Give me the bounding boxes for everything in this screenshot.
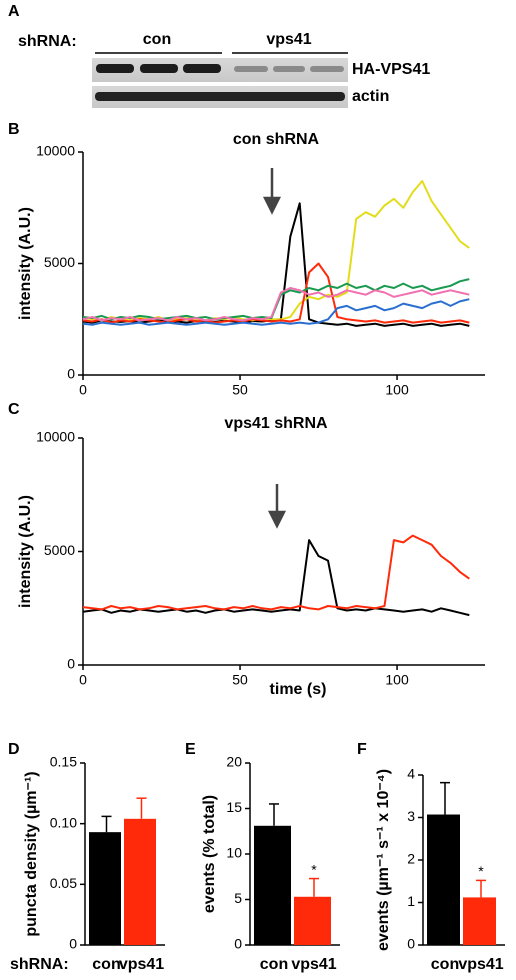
panel-label: C [8, 401, 20, 418]
y-tick-label: 4 [407, 766, 415, 782]
x-tick-label: vps41 [458, 956, 503, 973]
blot-row-label: actin [352, 88, 389, 105]
bar [463, 897, 496, 945]
y-tick-label: 0.10 [50, 814, 77, 830]
blot-row-label: HA-VPS41 [352, 61, 430, 78]
y-tick-label: 0 [69, 936, 77, 952]
y-tick-label: 5 [234, 890, 242, 906]
y-axis-label: events (µm⁻¹ s⁻¹ x 10⁻⁴) [375, 769, 392, 951]
y-axis-label: intensity (A.U.) [17, 495, 34, 608]
x-tick-label: vps41 [119, 956, 164, 973]
y-tick-label: 0.05 [50, 875, 77, 891]
panel-label: F [357, 741, 367, 758]
significance: * [478, 863, 484, 879]
bands [234, 66, 344, 72]
panel-label: D [8, 741, 20, 758]
x-tick-label: 0 [79, 382, 87, 398]
y-tick-label: 0 [234, 936, 242, 952]
trace [82, 278, 470, 321]
trace [82, 534, 470, 611]
blot-label: shRNA: [18, 33, 77, 50]
bar [254, 825, 291, 945]
trace [82, 287, 470, 322]
trace [82, 298, 470, 326]
bar [294, 896, 331, 945]
bands [96, 64, 221, 73]
bar [427, 814, 460, 945]
trace [82, 539, 470, 617]
y-tick-label: 0 [67, 366, 75, 382]
y-tick-label: 0 [67, 656, 75, 672]
y-tick-label: 15 [226, 799, 242, 815]
x-tick-label: 100 [385, 672, 409, 688]
y-tick-label: 5000 [44, 542, 75, 558]
y-tick-label: 3 [407, 808, 415, 824]
blot-group: vps41 [266, 31, 311, 48]
x-tick-label: con [92, 956, 120, 973]
y-tick-label: 1 [407, 893, 415, 909]
x-tick-label: vps41 [291, 956, 336, 973]
blot-panel: A shRNA: con vps41 HA-VPS41 actin [8, 3, 430, 108]
bar [89, 832, 121, 945]
significance: * [311, 861, 317, 877]
stimulus-arrows [262, 168, 287, 529]
x-tick-label: 50 [232, 382, 248, 398]
y-tick-label: 10 [226, 845, 242, 861]
y-tick-label: 20 [226, 754, 242, 770]
axes [82, 438, 485, 666]
panel-label: E [185, 741, 196, 758]
chart-title: vps41 shRNA [224, 415, 328, 432]
y-axis-label: events (% total) [201, 795, 218, 913]
x-tick-label: con [431, 956, 459, 973]
y-tick-label: 0.15 [50, 754, 77, 770]
y-axis-label: intensity (A.U.) [17, 207, 34, 320]
y-tick-label: 10000 [36, 143, 75, 159]
x-axis-label: shRNA: [10, 956, 69, 973]
y-tick-label: 0 [407, 936, 415, 952]
y-tick-label: 2 [407, 851, 415, 867]
bar [124, 818, 156, 945]
x-axis-label: time (s) [270, 681, 327, 698]
y-axis-label: puncta density (µm⁻¹) [23, 771, 40, 936]
blot-group: con [143, 31, 171, 48]
panel-label: B [8, 121, 20, 138]
y-tick-label: 10000 [36, 429, 75, 445]
y-tick-label: 5000 [44, 254, 75, 270]
x-tick-label: con [260, 956, 288, 973]
x-tick-label: 0 [79, 672, 87, 688]
chart-title: con shRNA [233, 131, 320, 148]
x-tick-label: 50 [232, 672, 248, 688]
panel-label: A [8, 3, 20, 20]
x-tick-label: 100 [385, 382, 409, 398]
bands [95, 92, 345, 101]
